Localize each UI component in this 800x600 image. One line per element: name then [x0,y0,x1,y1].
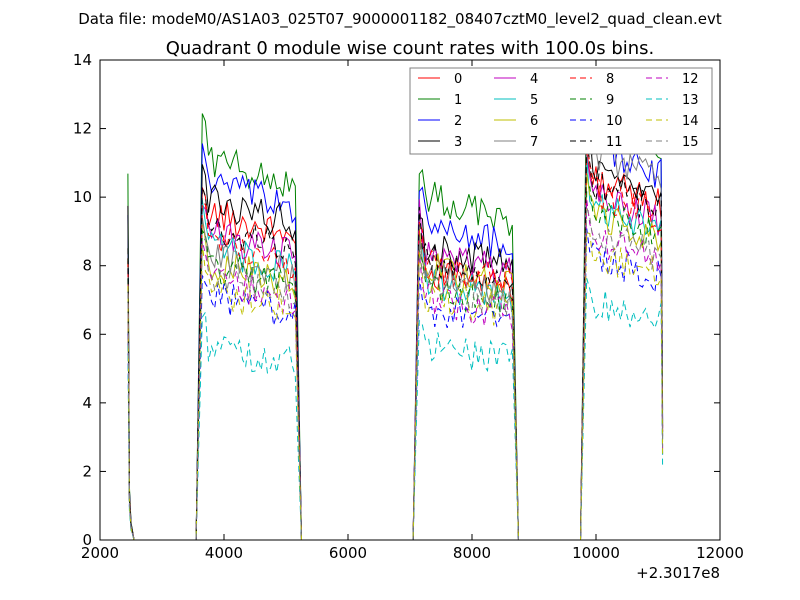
legend-label-13: 13 [682,93,699,108]
chart-title: Quadrant 0 module wise count rates with … [166,38,655,59]
legend-label-12: 12 [682,72,699,87]
x-tick-label: 10000 [572,544,620,562]
legend-label-6: 6 [530,114,538,129]
legend-label-14: 14 [682,114,699,129]
y-tick-label: 12 [73,120,92,138]
y-tick-label: 8 [82,257,92,275]
x-tick-label: 8000 [453,544,491,562]
series-line-2 [127,114,664,541]
legend-label-8: 8 [606,72,614,87]
y-tick-label: 10 [73,188,92,206]
legend-label-10: 10 [606,114,623,129]
legend-label-4: 4 [530,72,538,87]
series-line-10 [127,228,664,541]
legend-label-9: 9 [606,93,614,108]
legend-label-15: 15 [682,135,699,150]
series-line-14 [127,232,664,541]
legend-label-1: 1 [454,93,462,108]
series-line-15 [127,207,664,541]
y-tick-label: 2 [82,462,92,480]
y-tick-label: 0 [82,531,92,549]
legend-label-11: 11 [606,135,623,150]
legend-label-2: 2 [454,114,462,129]
series-line-12 [127,199,664,541]
x-offset-label: +2.3017e8 [636,564,720,582]
series-line-4 [127,155,664,541]
series-line-13 [127,278,664,541]
series-line-3 [127,118,664,541]
x-tick-label: 12000 [696,544,744,562]
figure-suptitle: Data file: modeM0/AS1A03_025T07_90000011… [78,10,722,29]
axes-frame [99,59,721,541]
y-tick-label: 6 [82,325,92,343]
legend-label-7: 7 [530,135,538,150]
series-line-8 [127,144,664,541]
x-tick-label: 2000 [81,544,119,562]
legend-label-0: 0 [454,72,462,87]
legend-frame [409,67,713,155]
legend-label-3: 3 [454,135,462,150]
legend-label-5: 5 [530,93,538,108]
x-tick-label: 4000 [205,544,243,562]
y-tick-label: 14 [73,51,92,69]
x-tick-label: 6000 [329,544,367,562]
y-tick-label: 4 [82,394,92,412]
series-line-9 [127,185,664,541]
